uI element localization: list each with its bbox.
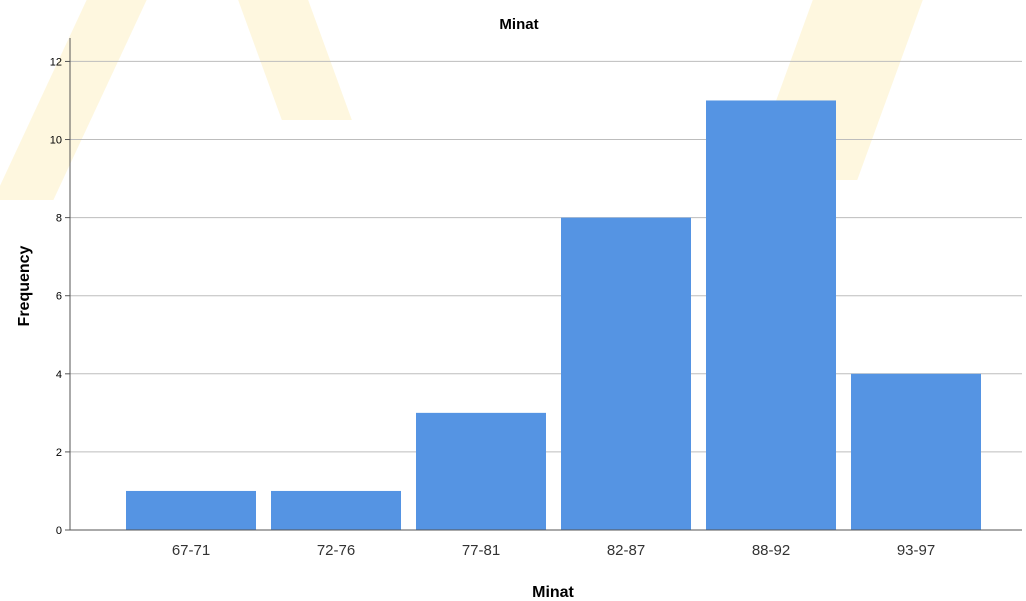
bar — [271, 490, 401, 530]
x-tick-label: 77-81 — [462, 542, 500, 559]
y-tick-label: 10 — [50, 135, 62, 147]
chart-title: Minat — [499, 16, 538, 33]
y-axis-title: Frequency — [16, 245, 33, 326]
bars — [126, 100, 981, 530]
x-tick-label: 93-97 — [897, 542, 935, 559]
bar — [561, 217, 691, 530]
y-tick-label: 0 — [56, 525, 62, 537]
x-axis-title: Minat — [532, 584, 574, 601]
x-tick-label: 67-71 — [172, 542, 210, 559]
x-tick-label: 88-92 — [752, 542, 790, 559]
y-tick-label: 8 — [56, 213, 62, 225]
y-tick-label: 12 — [50, 56, 62, 68]
axes — [65, 38, 1022, 531]
y-tick-label: 6 — [56, 291, 62, 303]
bar — [126, 490, 256, 530]
bar — [706, 100, 836, 530]
bar — [416, 412, 546, 530]
x-tick-label: 82-87 — [607, 542, 645, 559]
x-tick-label: 72-76 — [317, 542, 355, 559]
x-tick-labels: 67-71 72-76 77-81 82-87 88-92 93-97 — [172, 542, 935, 559]
bar — [851, 373, 981, 530]
y-tick-labels: 0 2 4 6 8 10 12 — [50, 56, 62, 537]
y-tick-label: 2 — [56, 447, 62, 459]
y-tick-label: 4 — [56, 369, 62, 381]
